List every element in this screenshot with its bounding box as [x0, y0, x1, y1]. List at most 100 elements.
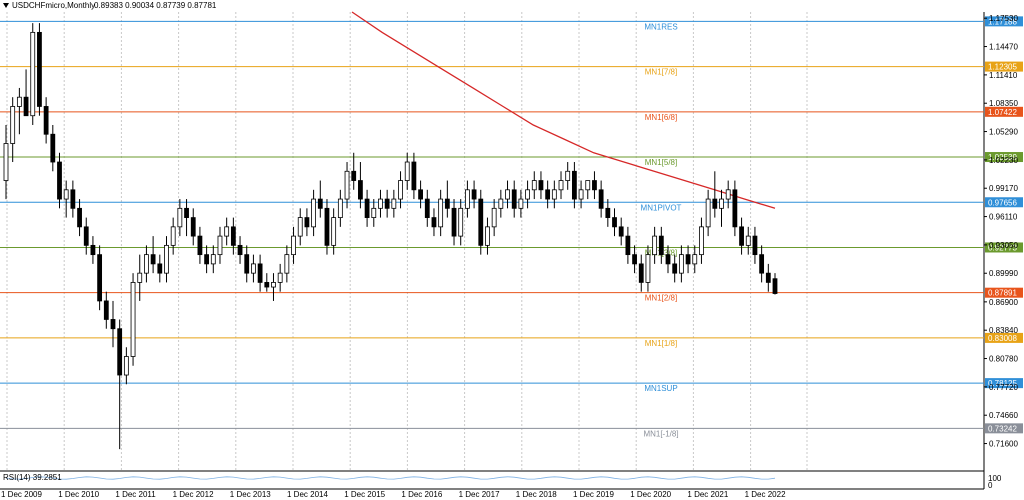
candle-body [384, 198, 390, 209]
candle-body [210, 254, 216, 265]
candle-body [678, 254, 684, 274]
time-tick-label: 1 Dec 2009 [1, 490, 42, 499]
candle-body [745, 235, 751, 246]
candle-body [224, 226, 230, 237]
level-price-tag [985, 332, 1023, 343]
price-tick-label: 1.11410 [989, 71, 1018, 80]
candle-body [244, 254, 250, 274]
level-price-value: 1.17188 [988, 17, 1017, 26]
time-tick-label: 1 Dec 2020 [630, 490, 671, 499]
candle-body [625, 235, 631, 256]
candle-body [391, 198, 397, 209]
time-tick-label: 1 Dec 2019 [573, 490, 614, 499]
candle-body [364, 198, 370, 218]
candle-body [30, 31, 36, 117]
time-tick-label: 1 Dec 2022 [745, 490, 786, 499]
candle-body [752, 235, 758, 256]
candle-body [558, 180, 564, 191]
price-tick-label: 0.80780 [989, 355, 1018, 364]
time-axis: 1 Dec 2009 1 Dec 2010 1 Dec 2011 1 Dec 2012… [1, 490, 786, 499]
chart-grid [0, 12, 985, 490]
time-tick-label: 1 Dec 2018 [516, 490, 557, 499]
price-tick-label: 0.74660 [989, 411, 1018, 420]
candle-body [705, 198, 711, 228]
candle-body [692, 254, 698, 265]
candle-body [57, 161, 62, 200]
level-label: MN1[2/8] [645, 294, 677, 303]
price-tick-label: 1.17530 [989, 14, 1018, 23]
candle-body [77, 207, 82, 228]
candle-body [765, 272, 771, 283]
moving-average-line [351, 11, 776, 209]
price-tick-label: 0.86900 [989, 298, 1018, 307]
candle-body [344, 170, 350, 200]
level-price-value: 0.97656 [988, 198, 1017, 207]
candle-body [719, 198, 724, 209]
candle-body [592, 180, 597, 191]
candle-body [23, 96, 29, 117]
candle-body [70, 189, 76, 209]
time-tick-label: 1 Dec 2011 [115, 490, 156, 499]
rsi-label: RSI(14) 39.2851 [3, 473, 62, 482]
candle-body [358, 180, 363, 200]
candle-body [311, 198, 317, 228]
candle-body [598, 189, 604, 209]
candle-body [665, 254, 671, 265]
candle-body [672, 263, 678, 274]
level-price-tag [985, 152, 1023, 163]
candle-body [304, 217, 310, 228]
candle-body [712, 198, 718, 209]
ohlc-readout: 0.89383 0.90034 0.87739 0.87781 [94, 1, 217, 10]
candle-body [90, 244, 96, 256]
candle-body [612, 217, 617, 228]
level-label: MN1[6/8] [645, 113, 677, 122]
price-tick-label: 0.89990 [989, 269, 1018, 278]
candle-body [652, 235, 658, 256]
candle-body [772, 278, 778, 294]
candle-body [97, 254, 103, 302]
candle-body [264, 282, 270, 288]
candle-body [398, 180, 403, 200]
price-axis: 1.17530 1.14470 1.11410 1.08350 1.05290 1.022… [984, 14, 1018, 449]
time-tick-label: 1 Dec 2013 [230, 490, 271, 499]
candle-body [197, 235, 203, 256]
level-price-tag [985, 197, 1023, 208]
candle-body [157, 263, 163, 274]
candle-body [739, 226, 744, 246]
candle-body [485, 226, 490, 246]
candle-body [144, 254, 149, 274]
time-tick-label: 1 Dec 2017 [459, 490, 500, 499]
time-tick-label: 1 Dec 2016 [401, 490, 442, 499]
candle-body [251, 263, 256, 274]
candle-body [204, 254, 210, 265]
time-tick-label: 1 Dec 2014 [287, 490, 328, 499]
candle-body [351, 170, 357, 181]
level-label: MN1RES [644, 22, 677, 31]
candle-body [444, 198, 450, 209]
level-price-tag [985, 61, 1023, 72]
candle-body [10, 106, 16, 144]
level-label: MN1[7/8] [645, 68, 677, 77]
candle-body [3, 143, 9, 181]
candle-body [190, 217, 196, 237]
candle-body [337, 198, 343, 218]
candle-body [43, 106, 49, 135]
candle-body [150, 254, 156, 265]
candle-body [378, 198, 383, 209]
level-price-value: 1.02539 [988, 153, 1017, 162]
candle-body [471, 189, 477, 200]
candle-body [618, 226, 624, 237]
rsi-line [5, 476, 776, 480]
candle-body [438, 198, 444, 228]
time-tick-label: 1 Dec 2021 [687, 490, 728, 499]
candle-body [117, 328, 123, 376]
collapse-arrow-icon[interactable] [3, 3, 9, 8]
candle-body [759, 254, 765, 274]
candle-body [37, 31, 42, 107]
candle-body [177, 207, 183, 228]
candle-body [16, 96, 22, 107]
candle-body [531, 180, 537, 191]
candle-body [331, 217, 337, 246]
rsi-panel [5, 476, 776, 480]
